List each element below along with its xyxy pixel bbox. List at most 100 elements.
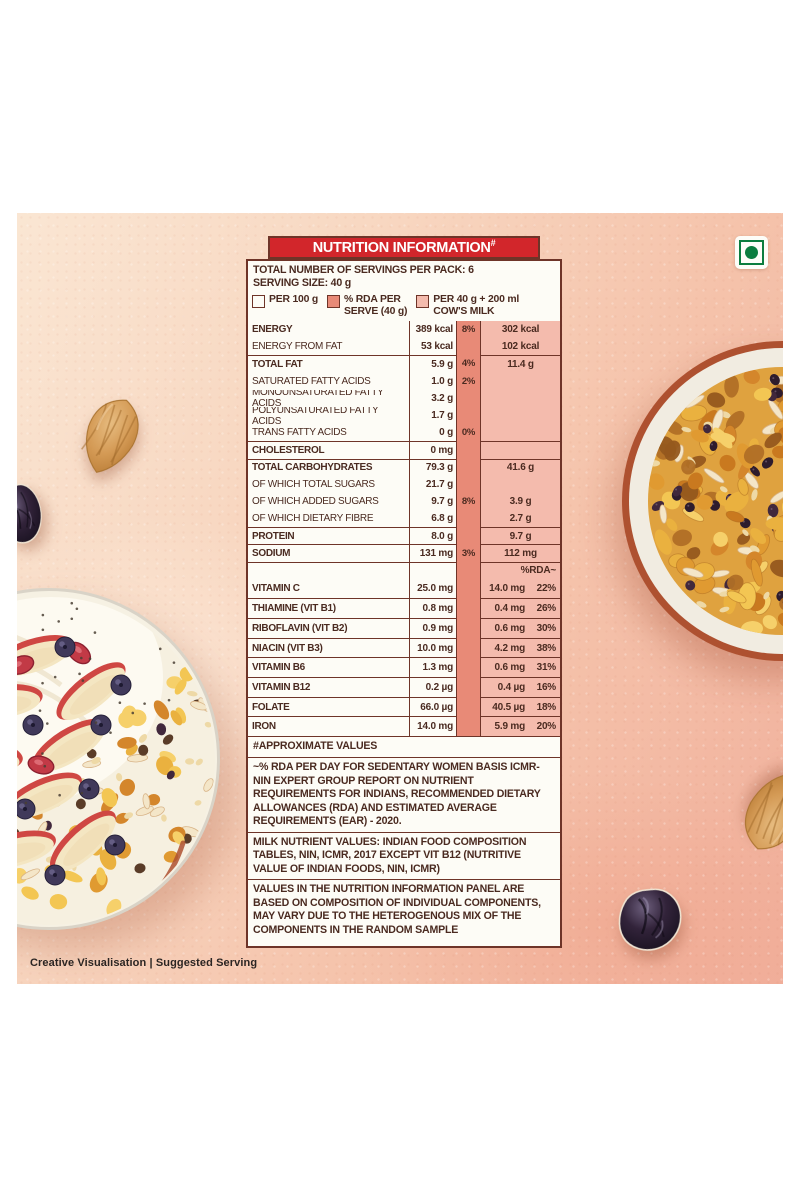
vitamin-label: VITAMIN B6 bbox=[248, 657, 410, 678]
row-label: OF WHICH TOTAL SUGARS bbox=[248, 475, 410, 493]
row-value-per-100g: 6.8 g bbox=[410, 510, 457, 528]
row-value-with-milk: 9.7 g bbox=[481, 527, 560, 545]
vitamin-rda-percent: 20% bbox=[536, 721, 557, 733]
row-label: OF WHICH ADDED SUGARS bbox=[248, 492, 410, 511]
rda-strip bbox=[457, 657, 481, 678]
vegetarian-dot-icon bbox=[745, 246, 758, 259]
row-rda-percent bbox=[457, 406, 481, 425]
row-rda-percent bbox=[457, 338, 481, 356]
row-value-with-milk: 3.9 g bbox=[481, 492, 560, 511]
row-rda-percent: 8% bbox=[457, 321, 481, 339]
legend-swatch bbox=[327, 295, 341, 308]
row-value-with-milk: 41.6 g bbox=[481, 458, 560, 476]
vitamin-label: FOLATE bbox=[248, 696, 410, 717]
row-value-per-100g: 131 mg bbox=[410, 544, 457, 562]
vitamin-value-with-milk: 5.9 mg 20% bbox=[481, 716, 560, 737]
vitamins-grid: %RDA~ VITAMIN C 25.0 mg 14.0 mg 22% THIAMINE … bbox=[248, 561, 560, 737]
fruit-bowl-texture bbox=[17, 597, 215, 925]
row-rda-percent: 4% bbox=[457, 355, 481, 373]
vitamin-rda-percent: 30% bbox=[536, 622, 557, 634]
row-rda-percent: 2% bbox=[457, 372, 481, 390]
vitamin-milk-value: 40.5 µg bbox=[492, 701, 525, 713]
rda-strip bbox=[457, 677, 481, 697]
legend-item-per-100g: PER 100 g bbox=[252, 294, 318, 308]
rda-strip bbox=[457, 696, 481, 717]
vitamin-rda-percent: 26% bbox=[536, 603, 557, 615]
rda-strip bbox=[457, 637, 481, 658]
row-label: TRANS FATTY ACIDS bbox=[248, 424, 410, 442]
row-value-with-milk: 102 kcal bbox=[481, 338, 560, 356]
nutrition-panel-title-banner: NUTRITION INFORMATION# bbox=[268, 236, 540, 259]
row-value-per-100g: 3.2 g bbox=[410, 389, 457, 407]
row-value-per-100g: 1.7 g bbox=[410, 406, 457, 425]
rda-header-spacer bbox=[248, 561, 410, 579]
footnotes: #APPROXIMATE VALUES ~% RDA PER DAY FOR SE… bbox=[248, 736, 560, 940]
row-value-per-100g: 389 kcal bbox=[410, 321, 457, 339]
row-rda-percent bbox=[457, 389, 481, 407]
vitamin-label: VITAMIN C bbox=[248, 578, 410, 599]
row-value-with-milk bbox=[481, 424, 560, 442]
prune-bottom-right bbox=[611, 879, 690, 960]
row-value-per-100g: 79.3 g bbox=[410, 458, 457, 476]
row-value-per-100g: 9.7 g bbox=[410, 492, 457, 511]
vitamin-rda-percent: 18% bbox=[536, 701, 557, 713]
row-value-per-100g: 0 mg bbox=[410, 441, 457, 459]
row-label: ENERGY FROM FAT bbox=[248, 338, 410, 356]
prune-left-edge bbox=[17, 477, 51, 551]
vitamin-value-with-milk: 0.4 mg 26% bbox=[481, 598, 560, 618]
vitamin-milk-value: 0.4 mg bbox=[494, 603, 526, 615]
row-value-with-milk bbox=[481, 389, 560, 407]
servings-per-pack: TOTAL NUMBER OF SERVINGS PER PACK: 6 bbox=[253, 264, 474, 276]
vitamin-label: RIBOFLAVIN (VIT B2) bbox=[248, 618, 410, 638]
row-label: TOTAL FAT bbox=[248, 355, 410, 373]
nutrition-table: TOTAL NUMBER OF SERVINGS PER PACK: 6 SER… bbox=[246, 259, 562, 948]
serving-size: SERVING SIZE: 40 g bbox=[253, 277, 352, 289]
muesli-bowl-right bbox=[622, 341, 783, 661]
row-rda-percent bbox=[457, 527, 481, 545]
almond-icon bbox=[744, 773, 783, 850]
vegetarian-mark bbox=[735, 236, 768, 269]
row-rda-percent bbox=[457, 475, 481, 493]
vitamin-milk-value: 14.0 mg bbox=[489, 582, 525, 594]
prune-icon bbox=[618, 888, 682, 951]
vitamin-milk-value: 0.4 µg bbox=[497, 681, 526, 693]
row-label: MONOUNSATURATED FATTY ACIDS bbox=[248, 389, 410, 407]
nutrients-grid: ENERGY 389 kcal 8% 302 kcal ENERGY FROM FAT 5… bbox=[248, 321, 560, 562]
row-label: POLYUNSATURATED FATTY ACIDS bbox=[248, 406, 410, 425]
vitamin-label: IRON bbox=[248, 716, 410, 737]
title-footnote-marker: # bbox=[490, 237, 496, 248]
rda-strip bbox=[457, 716, 481, 737]
vegetarian-square bbox=[739, 240, 764, 265]
row-label: SATURATED FATTY ACIDS bbox=[248, 372, 410, 390]
vitamin-milk-value: 0.6 mg bbox=[494, 622, 526, 634]
almond-bottom-right bbox=[726, 760, 783, 866]
row-value-with-milk bbox=[481, 406, 560, 425]
vitamin-milk-value: 5.9 mg bbox=[494, 721, 526, 733]
vitamin-value-with-milk: 0.6 mg 30% bbox=[481, 618, 560, 638]
rda-strip bbox=[457, 561, 481, 579]
row-value-per-100g: 21.7 g bbox=[410, 475, 457, 493]
row-value-per-100g: 5.9 g bbox=[410, 355, 457, 373]
legend-swatch bbox=[416, 295, 430, 308]
row-value-with-milk bbox=[481, 372, 560, 390]
row-value-with-milk: 11.4 g bbox=[481, 355, 560, 373]
vitamin-value-with-milk: 40.5 µg 18% bbox=[481, 696, 560, 717]
row-value-per-100g: 8.0 g bbox=[410, 527, 457, 545]
rda-strip bbox=[457, 618, 481, 638]
almond-icon bbox=[81, 399, 139, 473]
row-value-with-milk bbox=[481, 475, 560, 493]
row-value-with-milk bbox=[481, 441, 560, 459]
rda-strip bbox=[457, 578, 481, 599]
vitamin-value-per-100g: 10.0 mg bbox=[410, 637, 457, 658]
vitamin-rda-percent: 38% bbox=[536, 642, 557, 654]
row-label: PROTEIN bbox=[248, 527, 410, 545]
row-value-per-100g: 1.0 g bbox=[410, 372, 457, 390]
prune-icon bbox=[17, 483, 42, 544]
footnote-2: ~% RDA PER DAY FOR SEDENTARY WOMEN BASIS… bbox=[248, 757, 560, 832]
legend-label: PER 40 g + 200 ml COW'S MILK bbox=[433, 294, 520, 317]
rda-strip bbox=[457, 598, 481, 618]
row-value-per-100g: 53 kcal bbox=[410, 338, 457, 356]
legend-swatch bbox=[252, 295, 265, 308]
vitamin-label: THIAMINE (VIT B1) bbox=[248, 598, 410, 618]
